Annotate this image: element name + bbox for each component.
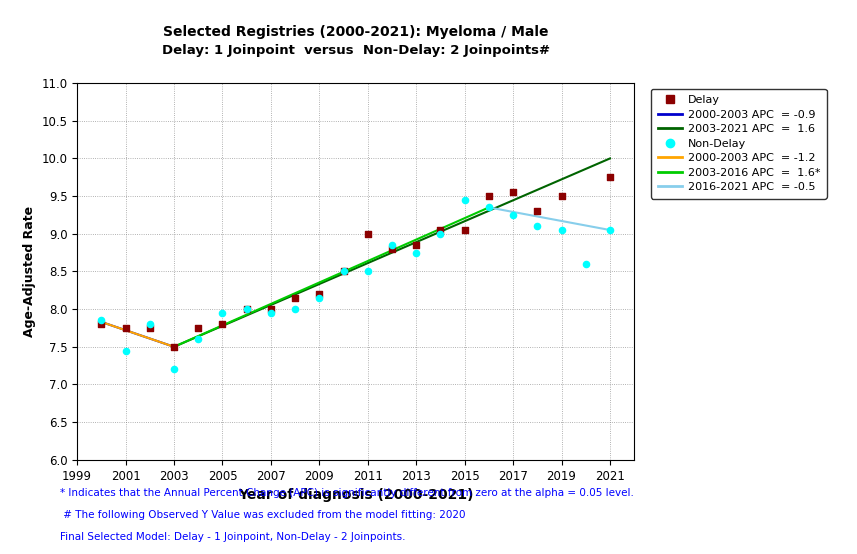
Point <box>191 335 205 343</box>
Point <box>264 309 278 317</box>
Point <box>554 225 568 234</box>
Point <box>119 346 133 355</box>
Point <box>603 225 617 234</box>
Point <box>216 320 230 329</box>
Point <box>458 225 471 234</box>
Point <box>288 305 302 314</box>
Point <box>167 342 181 351</box>
Point <box>385 244 399 253</box>
Text: Selected Registries (2000-2021): Myeloma / Male: Selected Registries (2000-2021): Myeloma… <box>163 25 548 39</box>
Point <box>603 173 617 182</box>
Point <box>410 248 423 257</box>
Point <box>143 320 157 329</box>
Point <box>216 309 230 317</box>
Point <box>578 259 592 268</box>
Point <box>361 267 375 276</box>
Text: Delay: 1 Joinpoint  versus  Non-Delay: 2 Joinpoints#: Delay: 1 Joinpoint versus Non-Delay: 2 J… <box>162 44 549 57</box>
Point <box>313 290 327 299</box>
Point <box>554 192 568 201</box>
Point <box>530 222 544 230</box>
Point <box>313 294 327 302</box>
Point <box>264 305 278 314</box>
Point <box>119 324 133 332</box>
Point <box>167 365 181 374</box>
Text: # The following Observed Y Value was excluded from the model fitting: 2020: # The following Observed Y Value was exc… <box>60 510 465 520</box>
Legend: Delay, 2000-2003 APC  = -0.9, 2003-2021 APC  =  1.6, Non-Delay, 2000-2003 APC  =: Delay, 2000-2003 APC = -0.9, 2003-2021 A… <box>650 89 827 199</box>
Y-axis label: Age-Adjusted Rate: Age-Adjusted Rate <box>23 206 36 337</box>
Point <box>337 267 351 276</box>
Point <box>240 305 254 314</box>
Point <box>143 324 157 332</box>
Point <box>506 188 520 197</box>
Point <box>434 225 447 234</box>
Text: * Indicates that the Annual Percent Change (APC) is significantly different from: * Indicates that the Annual Percent Chan… <box>60 488 634 498</box>
Point <box>94 316 108 325</box>
Point <box>361 229 375 238</box>
Point <box>506 211 520 219</box>
Point <box>385 240 399 249</box>
Text: Final Selected Model: Delay - 1 Joinpoint, Non-Delay - 2 Joinpoints.: Final Selected Model: Delay - 1 Joinpoin… <box>60 532 405 542</box>
Point <box>458 196 471 204</box>
Point <box>482 203 495 212</box>
Point <box>434 229 447 238</box>
Point <box>191 324 205 332</box>
Point <box>410 240 423 249</box>
Point <box>337 267 351 276</box>
Point <box>530 207 544 216</box>
Point <box>288 294 302 302</box>
X-axis label: Year of diagnosis (2000-2021): Year of diagnosis (2000-2021) <box>238 488 473 502</box>
Point <box>482 192 495 201</box>
Point <box>94 320 108 329</box>
Point <box>240 305 254 314</box>
